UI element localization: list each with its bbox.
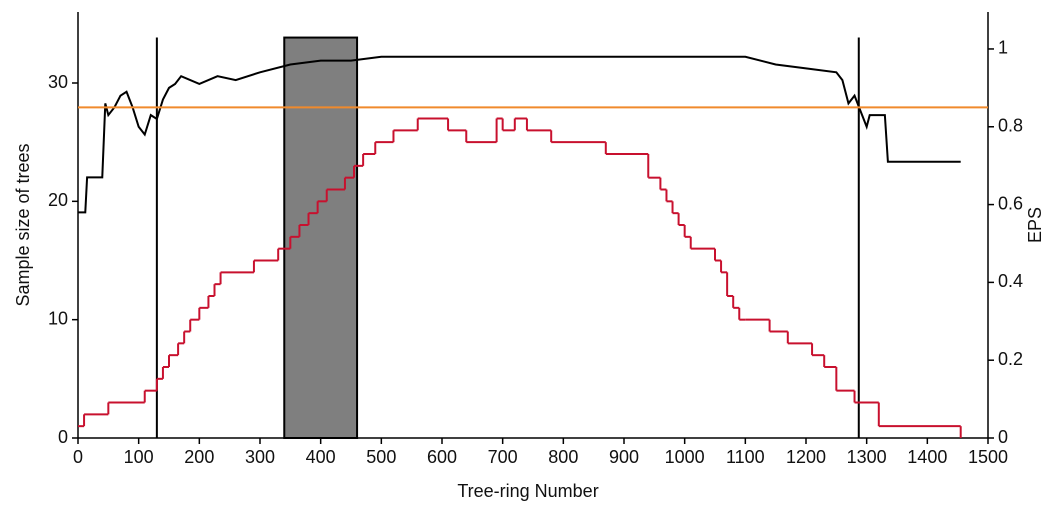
x-tick-label: 1200 [786, 447, 826, 467]
y-tick-label: 20 [48, 190, 68, 210]
y-tick-label: 10 [48, 308, 68, 328]
x-tick-label: 500 [366, 447, 396, 467]
x-axis-label: Tree-ring Number [457, 481, 598, 501]
x-tick-label: 1100 [726, 447, 765, 467]
y2-axis-label: EPS [1025, 207, 1045, 243]
x-tick-label: 800 [548, 447, 578, 467]
y2-tick-label: 0.8 [998, 116, 1023, 136]
y2-tick-label: 0 [998, 427, 1008, 447]
y2-tick-label: 0.4 [998, 271, 1023, 291]
y-tick-label: 30 [48, 72, 68, 92]
x-tick-label: 1300 [847, 447, 887, 467]
x-tick-label: 300 [245, 447, 275, 467]
x-tick-label: 100 [124, 447, 154, 467]
x-tick-label: 1400 [907, 447, 947, 467]
x-tick-label: 900 [609, 447, 639, 467]
x-tick-label: 700 [488, 447, 518, 467]
y-axis-label: Sample size of trees [13, 143, 33, 306]
y2-tick-label: 0.6 [998, 193, 1023, 213]
x-tick-label: 1000 [665, 447, 705, 467]
x-tick-label: 400 [306, 447, 336, 467]
y2-tick-label: 1 [998, 38, 1008, 58]
x-tick-label: 1500 [968, 447, 1008, 467]
x-tick-label: 0 [73, 447, 83, 467]
x-tick-label: 200 [184, 447, 214, 467]
y-tick-label: 0 [58, 427, 68, 447]
x-tick-label: 600 [427, 447, 457, 467]
y2-tick-label: 0.2 [998, 349, 1023, 369]
eps-line [78, 55, 961, 214]
